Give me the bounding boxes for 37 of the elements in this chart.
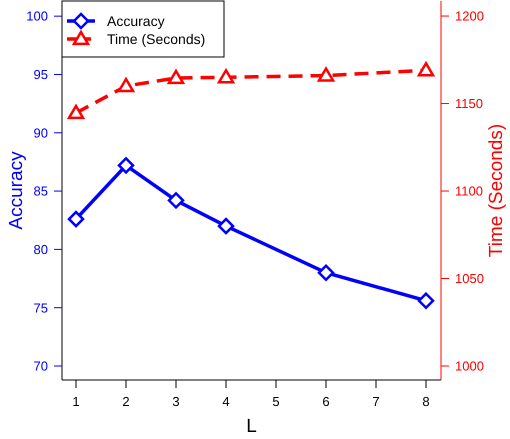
point — [68, 104, 84, 120]
y-tick-label: 90 — [34, 125, 48, 140]
point — [118, 78, 134, 92]
point — [318, 67, 334, 82]
y2-axis-title: Time (Seconds) — [486, 124, 507, 258]
y2-tick-label: 1200 — [455, 8, 484, 24]
y-tick-label: 75 — [34, 300, 48, 316]
x-tick-label: 1 — [72, 394, 80, 409]
legend-label: Accuracy — [107, 12, 165, 29]
point — [418, 62, 434, 76]
x-tick-label: 7 — [372, 394, 380, 409]
y-tick-label: 70 — [34, 358, 48, 374]
point — [218, 218, 234, 234]
y-tick-label: 95 — [34, 67, 48, 82]
y2-tick-label: 1000 — [455, 358, 484, 374]
y-tick-label: 80 — [34, 242, 48, 257]
point — [168, 192, 184, 209]
point — [168, 70, 184, 84]
x-tick-label: 6 — [322, 394, 330, 409]
legend-label: Time (Seconds) — [107, 30, 206, 47]
y-tick-label: 85 — [34, 184, 48, 199]
y2-tick-label: 1050 — [455, 271, 484, 286]
point — [218, 69, 234, 84]
y-tick-label: 100 — [26, 8, 48, 24]
point — [418, 292, 434, 309]
point — [318, 264, 334, 281]
x-tick-label: 2 — [122, 394, 130, 409]
x-tick-label: 4 — [222, 394, 230, 409]
x-tick-label: 8 — [422, 394, 430, 409]
x-tick-label: 5 — [272, 394, 280, 409]
x-tick-label: 3 — [172, 394, 180, 409]
point — [68, 210, 84, 228]
x-axis-title: L — [246, 416, 257, 437]
point — [118, 157, 134, 174]
y2-tick-label: 1150 — [455, 96, 483, 112]
y2-tick-label: 1100 — [455, 184, 483, 199]
y-axis-title: Accuracy — [6, 150, 27, 230]
